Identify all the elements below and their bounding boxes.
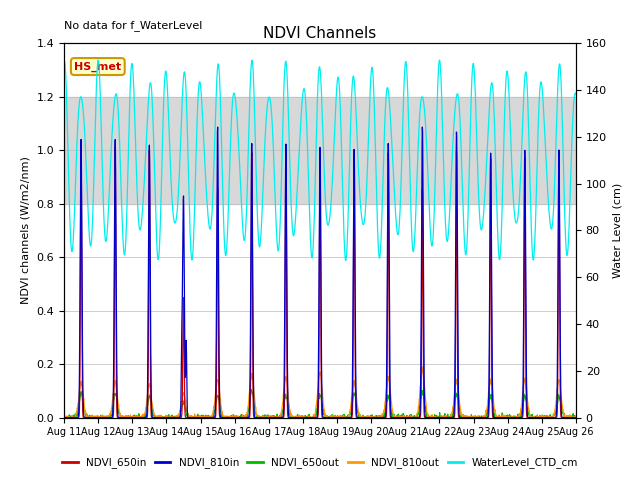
Text: No data for f_WaterLevel: No data for f_WaterLevel — [64, 20, 202, 31]
Y-axis label: NDVI channels (W/m2/nm): NDVI channels (W/m2/nm) — [21, 156, 31, 304]
Text: HS_met: HS_met — [74, 61, 122, 72]
Legend: NDVI_650in, NDVI_810in, NDVI_650out, NDVI_810out, WaterLevel_CTD_cm: NDVI_650in, NDVI_810in, NDVI_650out, NDV… — [58, 453, 582, 472]
Bar — [64, 96, 576, 204]
Title: NDVI Channels: NDVI Channels — [264, 25, 376, 41]
Y-axis label: Water Level (cm): Water Level (cm) — [612, 183, 623, 278]
